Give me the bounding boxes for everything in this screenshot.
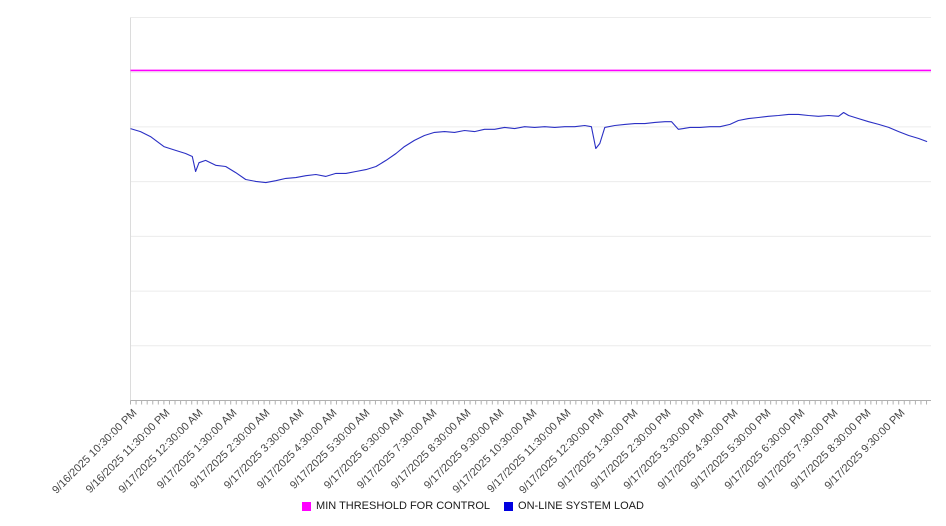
legend-item-min-threshold[interactable]: MIN THRESHOLD FOR CONTROL: [302, 500, 490, 512]
legend-item-online-system-load[interactable]: ON-LINE SYSTEM LOAD: [504, 500, 644, 512]
legend: MIN THRESHOLD FOR CONTROL ON-LINE SYSTEM…: [0, 500, 946, 512]
online-system-load-line[interactable]: [130, 111, 928, 184]
threshold-legend-marker-icon: [302, 501, 312, 511]
x-axis-ticks: [130, 400, 928, 405]
load-legend-marker-icon: [504, 501, 514, 511]
legend-label-min-threshold: MIN THRESHOLD FOR CONTROL: [316, 500, 491, 512]
legend-label-online-system-load: ON-LINE SYSTEM LOAD: [518, 500, 644, 512]
